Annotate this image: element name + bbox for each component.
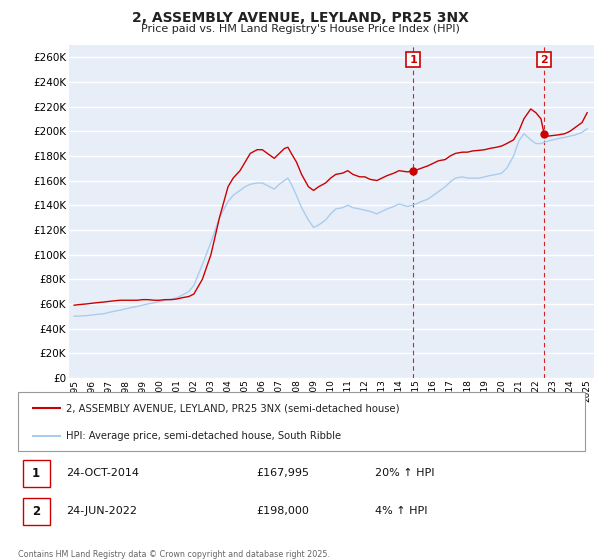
Text: £198,000: £198,000 xyxy=(256,506,309,516)
Text: 20% ↑ HPI: 20% ↑ HPI xyxy=(375,468,435,478)
Text: 2, ASSEMBLY AVENUE, LEYLAND, PR25 3NX: 2, ASSEMBLY AVENUE, LEYLAND, PR25 3NX xyxy=(131,11,469,25)
Text: HPI: Average price, semi-detached house, South Ribble: HPI: Average price, semi-detached house,… xyxy=(66,431,341,441)
Text: 24-JUN-2022: 24-JUN-2022 xyxy=(66,506,137,516)
Text: 2: 2 xyxy=(540,55,548,64)
Text: 1: 1 xyxy=(409,55,417,64)
Text: 2: 2 xyxy=(32,505,40,518)
FancyBboxPatch shape xyxy=(23,460,50,487)
FancyBboxPatch shape xyxy=(18,392,585,451)
Text: Contains HM Land Registry data © Crown copyright and database right 2025.
This d: Contains HM Land Registry data © Crown c… xyxy=(18,550,330,560)
Text: £167,995: £167,995 xyxy=(256,468,309,478)
Text: 1: 1 xyxy=(32,467,40,480)
Text: Price paid vs. HM Land Registry's House Price Index (HPI): Price paid vs. HM Land Registry's House … xyxy=(140,24,460,34)
Text: 24-OCT-2014: 24-OCT-2014 xyxy=(66,468,139,478)
FancyBboxPatch shape xyxy=(23,498,50,525)
Text: 2, ASSEMBLY AVENUE, LEYLAND, PR25 3NX (semi-detached house): 2, ASSEMBLY AVENUE, LEYLAND, PR25 3NX (s… xyxy=(66,403,400,413)
Text: 4% ↑ HPI: 4% ↑ HPI xyxy=(375,506,428,516)
